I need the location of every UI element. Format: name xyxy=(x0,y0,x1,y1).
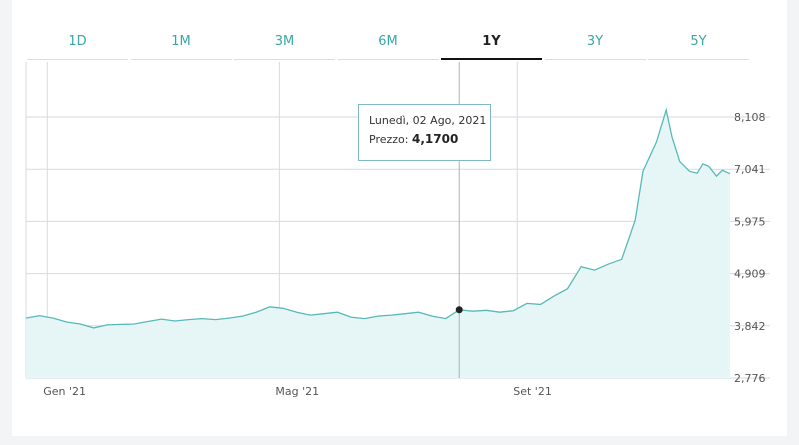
x-tick-label: Gen '21 xyxy=(43,385,86,398)
tab-1m[interactable]: 1M xyxy=(130,28,232,60)
tooltip-date: Lunedì, 02 Ago, 2021 xyxy=(369,114,487,127)
x-tick-label: Mag '21 xyxy=(275,385,319,398)
y-tick-label: 3,842 xyxy=(734,320,766,333)
y-tick-label: 5,975 xyxy=(734,215,766,228)
x-tick-label: Set '21 xyxy=(513,385,552,398)
tooltip-price-value: 4,1700 xyxy=(411,132,459,146)
y-tick-label: 2,776 xyxy=(734,372,766,385)
tab-3y[interactable]: 3Y xyxy=(544,28,646,60)
tooltip-price-label: Prezzo: xyxy=(369,133,409,146)
price-chart: 8,108 7,041 5,975 4,909 3,842 2,776 Gen '21 Mag… xyxy=(25,62,770,398)
y-tick-label: 4,909 xyxy=(734,268,766,281)
y-tick-label: 7,041 xyxy=(734,163,766,176)
tab-1y[interactable]: 1Y xyxy=(441,28,542,60)
series-area xyxy=(26,110,730,378)
highlight-point xyxy=(455,306,463,314)
tab-1d[interactable]: 1D xyxy=(27,28,128,60)
tab-5y[interactable]: 5Y xyxy=(648,28,749,60)
y-tick-label: 8,108 xyxy=(734,111,766,124)
tab-3m[interactable]: 3M xyxy=(234,28,335,60)
tab-6m[interactable]: 6M xyxy=(337,28,439,60)
series-line xyxy=(25,107,731,329)
range-tabs: 1D 1M 3M 6M 1Y 3Y 5Y xyxy=(12,0,787,62)
chart-card: 1D 1M 3M 6M 1Y 3Y 5Y 8,108 7,041 5,975 4,909 3,842… xyxy=(12,0,787,436)
chart-tooltip: Lunedì, 02 Ago, 2021 Prezzo: 4,1700 xyxy=(358,104,491,161)
